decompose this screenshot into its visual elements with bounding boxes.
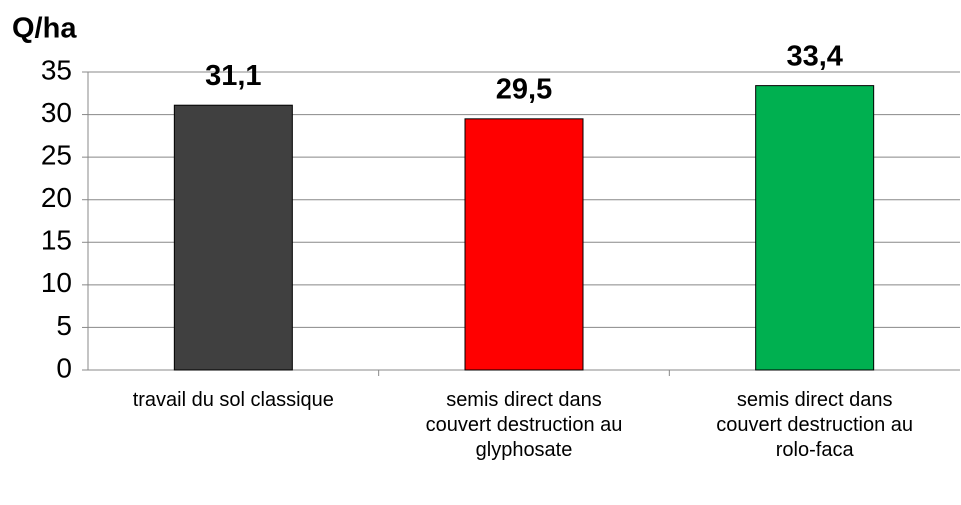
y-tick-label: 20 xyxy=(41,182,72,213)
bar xyxy=(755,85,875,371)
y-tick-label: 15 xyxy=(41,225,72,256)
x-tick-label: semis direct dans couvert destruction au… xyxy=(716,389,914,461)
y-tick-label: 30 xyxy=(41,97,72,128)
value-label: 33,4 xyxy=(786,40,842,72)
value-label: 29,5 xyxy=(496,73,552,105)
y-tick-label: 5 xyxy=(56,310,72,341)
y-tick-label: 10 xyxy=(41,267,72,298)
y-tick-label: 0 xyxy=(56,352,72,383)
bar xyxy=(464,118,584,371)
value-label: 31,1 xyxy=(205,60,261,92)
y-axis-label: Q/ha xyxy=(12,13,77,45)
x-tick-label: travail du sol classique xyxy=(132,389,334,411)
y-tick-label: 35 xyxy=(41,54,72,85)
x-tick-label: semis direct dans couvert destruction au… xyxy=(425,389,623,461)
y-tick-label: 25 xyxy=(41,140,72,171)
bar xyxy=(173,104,293,371)
